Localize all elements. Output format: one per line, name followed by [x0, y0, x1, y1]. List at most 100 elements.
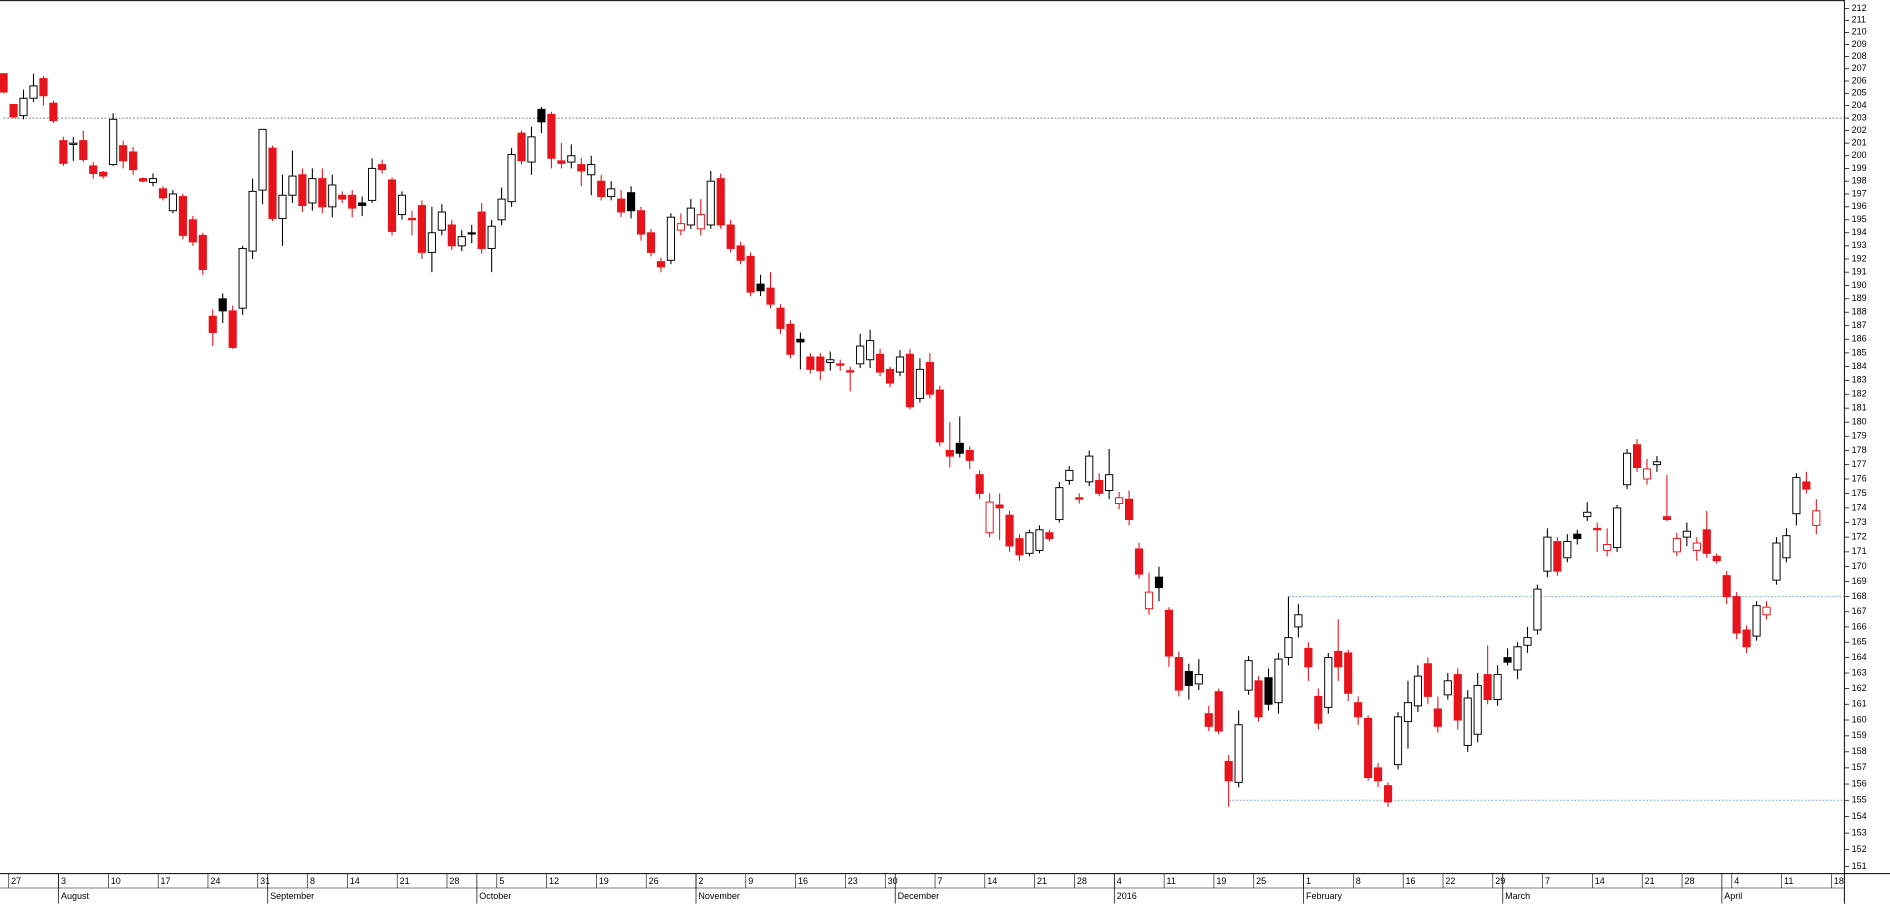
candle-body [198, 234, 207, 271]
x-tick-label: 26 [649, 876, 659, 886]
y-tick-label: 158 [1852, 746, 1867, 756]
y-tick-label: 191 [1852, 267, 1867, 277]
candle-body [686, 207, 695, 226]
x-tick-label: 9 [748, 876, 753, 886]
candle-body [39, 78, 48, 97]
x-tick-label: 31 [260, 876, 270, 886]
candle-body [397, 194, 407, 216]
x-tick-label: 29 [1495, 876, 1505, 886]
candle-body [507, 154, 516, 203]
candle-body [646, 232, 656, 253]
x-tick-label: 14 [987, 876, 997, 886]
x-tick-label: 25 [1256, 876, 1266, 886]
y-tick-label: 166 [1852, 621, 1867, 631]
candle-body [557, 160, 566, 164]
candle-body [1364, 717, 1373, 779]
candle-body [1244, 660, 1253, 691]
candle-body [1254, 680, 1263, 718]
candle-body [268, 147, 277, 219]
y-tick-label: 209 [1852, 39, 1867, 49]
candle-body [806, 356, 815, 370]
y-tick-label: 163 [1852, 667, 1867, 677]
y-tick-label: 194 [1852, 227, 1867, 237]
candle-body [178, 196, 187, 236]
candle-body [547, 113, 556, 159]
candle-body [587, 164, 596, 176]
candle-body [527, 136, 536, 163]
candle-body [1772, 542, 1781, 581]
candle-body [1015, 538, 1024, 556]
y-tick-label: 168 [1852, 591, 1867, 601]
candle-body [1732, 596, 1741, 634]
candle-body [1005, 514, 1014, 547]
candle-body [1125, 498, 1134, 521]
month-label: 2016 [1117, 891, 1137, 901]
candle-body [1573, 533, 1582, 540]
candle-body [358, 202, 367, 207]
y-tick-label: 159 [1852, 730, 1867, 740]
candle-body [1513, 646, 1522, 671]
candle-body [348, 194, 357, 209]
y-tick-label: 167 [1852, 606, 1867, 616]
candle-body [935, 389, 944, 443]
candle-body [1613, 507, 1622, 548]
y-tick-label: 187 [1852, 320, 1867, 330]
candle-body [168, 193, 178, 212]
candle-body [656, 261, 666, 268]
x-tick-label: 2 [698, 876, 703, 886]
candle-body [1682, 530, 1691, 538]
candle-body [965, 449, 974, 461]
candle-body [1214, 691, 1223, 732]
y-tick-label: 195 [1852, 214, 1867, 224]
candle-body [836, 363, 845, 366]
candle-body [1603, 544, 1612, 551]
month-label: August [61, 891, 90, 901]
candle-body [696, 214, 705, 230]
candle-body [298, 174, 307, 207]
candle-body [1742, 629, 1751, 648]
candle-body [1224, 760, 1233, 782]
y-tick-label: 164 [1852, 652, 1867, 662]
candle-body [1065, 469, 1074, 481]
candle-body [766, 287, 775, 305]
candle-body [59, 140, 68, 164]
y-tick-label: 200 [1852, 150, 1867, 160]
candle-body [1712, 555, 1721, 562]
candle-body [1752, 605, 1761, 637]
y-tick-label: 173 [1852, 517, 1867, 527]
x-tick-label: 14 [350, 876, 360, 886]
candle-body [1403, 702, 1413, 723]
candle-body [1722, 575, 1731, 598]
candle-body [1344, 652, 1353, 694]
candle-body [109, 118, 118, 166]
candle-body [567, 155, 576, 163]
y-tick-label: 188 [1852, 307, 1867, 317]
candle-body [1443, 680, 1452, 696]
x-tick-label: 14 [1595, 876, 1605, 886]
candle-body [1523, 637, 1532, 646]
x-tick-label: 21 [400, 876, 410, 886]
candle-body [248, 190, 257, 252]
x-tick-label: 28 [1077, 876, 1087, 886]
candle-body [627, 192, 636, 212]
y-tick-label: 212 [1852, 3, 1867, 13]
month-label: February [1306, 891, 1343, 901]
candle-body [816, 356, 825, 372]
candle-body [617, 198, 626, 213]
x-tick-label: 10 [111, 876, 121, 886]
y-tick-label: 210 [1852, 27, 1867, 37]
y-tick-label: 155 [1852, 795, 1867, 805]
candle-body [876, 353, 885, 373]
candle-body [69, 142, 78, 145]
x-tick-label: 30 [888, 876, 898, 886]
candle-body [447, 224, 456, 247]
y-tick-label: 202 [1852, 125, 1867, 135]
y-tick-label: 172 [1852, 532, 1867, 542]
candle-body [1055, 487, 1064, 521]
x-tick-label: 21 [1037, 876, 1047, 886]
candle-body [1174, 657, 1183, 691]
candle-body [129, 151, 138, 171]
candle-body [706, 180, 715, 226]
candle-body [1234, 724, 1243, 783]
x-tick-label: 22 [1445, 876, 1455, 886]
